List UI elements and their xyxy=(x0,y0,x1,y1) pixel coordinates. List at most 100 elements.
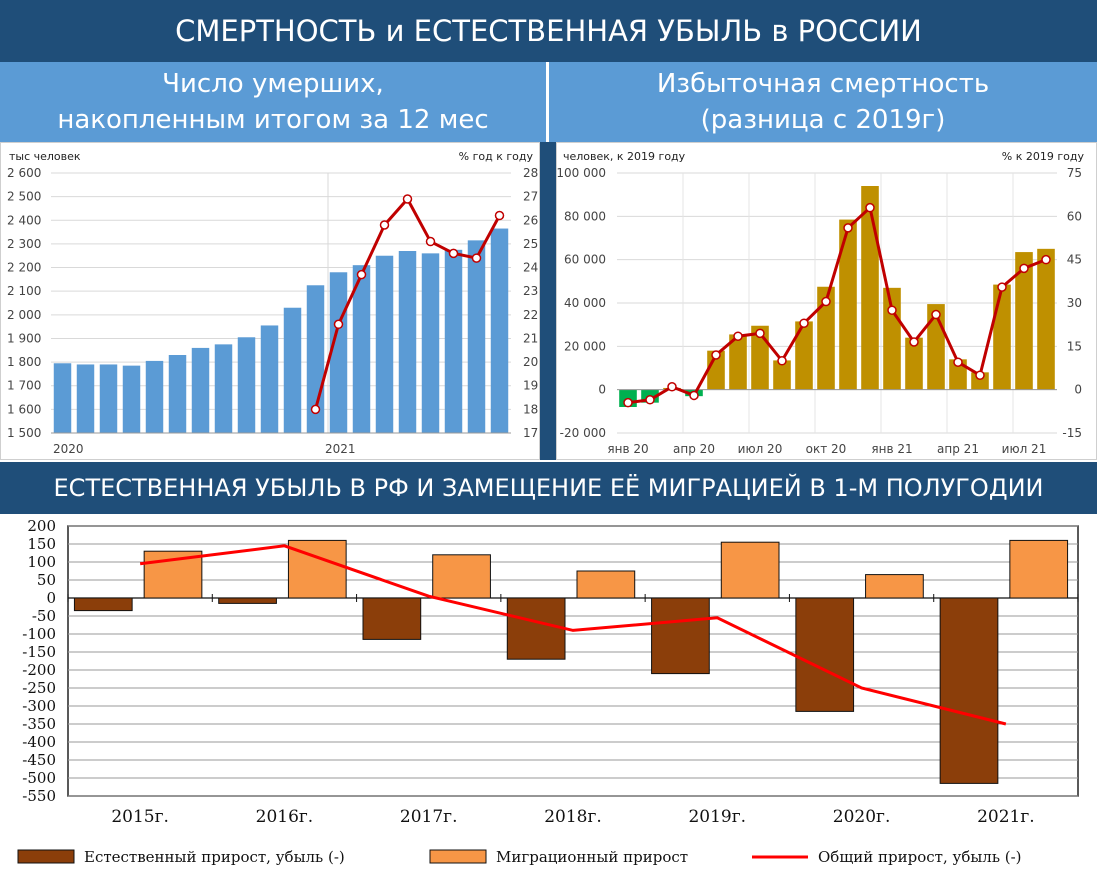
percent-point xyxy=(733,331,743,341)
y2-tick-label: 19 xyxy=(523,379,538,393)
percent-point xyxy=(1041,254,1051,265)
y-tick-label: -150 xyxy=(22,643,56,661)
y-tick-label: 60 000 xyxy=(564,253,606,267)
y-tick-label: 2 000 xyxy=(7,308,41,322)
y-tick-label: 1 700 xyxy=(7,379,41,393)
excess-deaths-bar xyxy=(751,325,769,390)
natural-growth-bar xyxy=(651,597,710,675)
legend-total-label: Общий прирост, убыль (-) xyxy=(818,848,1022,866)
y-tick-label: -550 xyxy=(22,787,56,805)
category-label: 2016г. xyxy=(256,807,314,827)
left-subtitle-line1: Число умерших, xyxy=(162,69,384,99)
percent-point xyxy=(645,395,655,405)
natural-growth-bar xyxy=(506,597,566,660)
percent-point xyxy=(865,202,875,213)
y-tick-label: 0 xyxy=(598,383,606,397)
right-subtitle-line2: (разница с 2019г) xyxy=(700,105,946,135)
deaths-bar xyxy=(168,355,187,433)
y2-tick-label: 60 xyxy=(1067,209,1082,223)
section-title-banner: ЕСТЕСТВЕННАЯ УБЫЛЬ В РФ И ЗАМЕЩЕНИЕ ЕЁ М… xyxy=(0,462,1097,514)
excess-deaths-bar xyxy=(773,360,791,390)
percent-point xyxy=(689,390,699,401)
right-subtitle-line1: Избыточная смертность xyxy=(656,69,990,99)
y2-tick-label: 28 xyxy=(523,166,538,180)
natural-growth-bar xyxy=(795,597,855,712)
y-tick-label: -100 xyxy=(22,625,56,643)
yoy-point xyxy=(333,319,344,330)
percent-point xyxy=(931,309,941,320)
migration-growth-bar xyxy=(1009,539,1069,599)
deaths-bar xyxy=(283,307,302,433)
migration-growth-bar xyxy=(865,574,924,599)
deaths-bar xyxy=(421,253,440,433)
y-tick-label: 2 400 xyxy=(7,213,41,227)
left-axis-unit-label: тыс человек xyxy=(9,150,81,163)
deaths-bar xyxy=(214,344,233,433)
section-title: ЕСТЕСТВЕННАЯ УБЫЛЬ В РФ И ЗАМЕЩЕНИЕ ЕЁ М… xyxy=(53,474,1044,502)
y-tick-label: 1 600 xyxy=(7,402,41,416)
percent-point xyxy=(909,337,919,347)
natural-growth-bar xyxy=(73,597,133,612)
y2-tick-label: 30 xyxy=(1067,296,1082,310)
yoy-point xyxy=(471,253,482,263)
excess-deaths-bar xyxy=(1015,252,1033,390)
natural-growth-bar xyxy=(218,597,277,604)
excess-deaths-bar xyxy=(729,334,747,390)
y-tick-label: 50 xyxy=(37,571,56,589)
excess-deaths-bar xyxy=(839,219,857,390)
deaths-bar xyxy=(145,360,164,433)
category-label: 2017г. xyxy=(400,807,458,827)
y2-tick-label: 25 xyxy=(523,237,538,251)
y2-tick-label: 75 xyxy=(1067,166,1082,180)
y2-tick-label: 21 xyxy=(523,331,538,345)
y-tick-label: -20 000 xyxy=(560,426,606,440)
category-label: 2018г. xyxy=(544,807,602,827)
migration-growth-bar xyxy=(720,541,780,599)
panel-divider xyxy=(540,142,556,460)
natural-decline-chart: 200150100500-50-100-150-200-250-300-350-… xyxy=(17,517,1079,866)
deaths-bar xyxy=(260,325,279,433)
excess-mortality-chart: человек, к 2019 году % к 2019 году -20 000… xyxy=(556,150,1085,456)
y-tick-label: 1 500 xyxy=(7,426,41,440)
excess-deaths-bar xyxy=(795,321,813,390)
y-tick-label: 0 xyxy=(46,589,56,607)
category-label: 2021г. xyxy=(977,807,1035,827)
percent-point xyxy=(623,397,633,408)
percent-point xyxy=(777,356,787,366)
y-tick-label: -200 xyxy=(22,661,56,679)
deaths-bar xyxy=(490,228,509,433)
y-tick-label: 100 xyxy=(27,553,56,571)
percent-point xyxy=(953,357,963,367)
percent-point xyxy=(755,328,765,339)
migration-growth-bar xyxy=(576,570,636,599)
deaths-bar xyxy=(398,251,417,433)
x-label-2020: 2020 xyxy=(53,442,84,456)
percent-point xyxy=(667,382,677,392)
y-tick-label: -350 xyxy=(22,715,56,733)
migration-growth-bar xyxy=(432,554,491,599)
deaths-bar xyxy=(99,364,118,433)
x-label-2021: 2021 xyxy=(325,442,356,456)
y-tick-label: -450 xyxy=(22,751,56,769)
x-tick-label: янв 20 xyxy=(607,442,648,456)
x-tick-label: июл 21 xyxy=(1002,442,1047,456)
y-tick-label: 150 xyxy=(27,535,56,553)
excess-mortality-chart-panel: человек, к 2019 году % к 2019 году -20 000… xyxy=(556,142,1097,460)
y2-tick-label: -15 xyxy=(1062,426,1082,440)
right-axis-unit-label: % к 2019 году xyxy=(1002,150,1085,163)
legend-natural-label: Естественный прирост, убыль (-) xyxy=(84,848,345,866)
y2-tick-label: 17 xyxy=(523,426,538,440)
yoy-point xyxy=(356,269,367,280)
y-tick-label: 2 200 xyxy=(7,261,41,275)
y2-tick-label: 15 xyxy=(1067,339,1082,353)
deaths-bar xyxy=(352,265,371,433)
deaths-bar xyxy=(444,249,463,433)
legend-migration-label: Миграционный прирост xyxy=(496,848,688,866)
natural-growth-bar xyxy=(939,597,999,784)
y2-tick-label: 24 xyxy=(523,261,538,275)
percent-point xyxy=(1019,263,1029,274)
y-tick-label: 100 000 xyxy=(557,166,606,180)
legend-migration-swatch xyxy=(429,849,487,864)
y2-tick-label: 27 xyxy=(523,190,538,204)
y2-tick-label: 18 xyxy=(523,402,538,416)
